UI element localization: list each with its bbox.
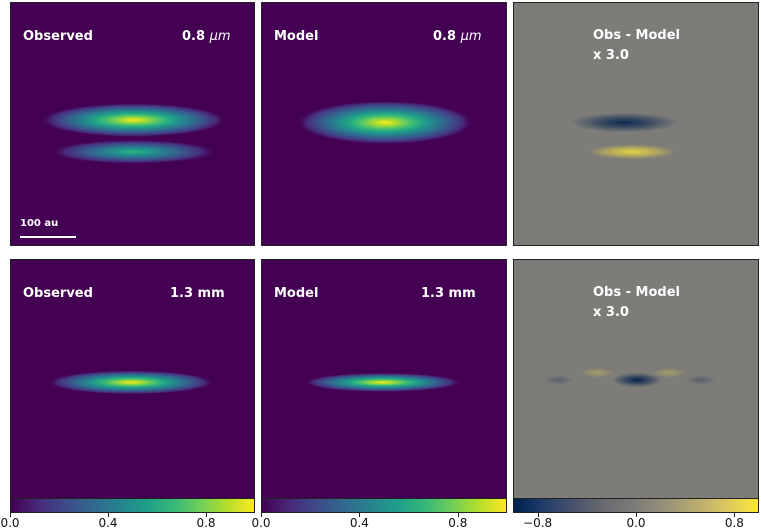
colorbar-tick-label: 0.0	[626, 516, 646, 530]
emission-feature	[580, 368, 615, 378]
panel-observed-mm: Observed 1.3 mm	[10, 259, 255, 499]
colorbar-tick-label: 0.8	[196, 516, 216, 530]
colorbar-tick	[537, 513, 539, 517]
colorbar-tick	[636, 513, 637, 517]
colorbar-tick-label: 0.4	[98, 516, 118, 530]
emission-feature	[612, 372, 662, 388]
wavelength-value: 0.8	[433, 29, 457, 44]
colorbar-tick	[734, 513, 736, 517]
panel-label-observed: Observed	[23, 286, 93, 301]
panel-label-observed: Observed	[23, 29, 93, 44]
residual-scale-label: x 3.0	[593, 305, 629, 320]
heatmap-model-mm	[262, 260, 506, 498]
heatmap-model-optical	[262, 3, 506, 245]
wavelength-label: 0.8 μm	[182, 30, 231, 43]
colorbar-tick-label: 0.8	[724, 516, 744, 530]
emission-feature	[543, 375, 574, 385]
wavelength-value: 0.8	[182, 29, 206, 44]
emission-feature	[570, 112, 679, 133]
panel-label-model: Model	[274, 29, 319, 44]
emission-feature	[303, 372, 462, 392]
colorbar-tick	[359, 513, 361, 517]
colorbar-residual	[513, 498, 759, 513]
wavelength-label: 1.3 mm	[170, 286, 225, 301]
scale-bar	[20, 236, 76, 238]
wavelength-label: 0.8 μm	[433, 30, 482, 43]
emission-feature	[686, 375, 716, 385]
heatmap-observed-mm	[11, 260, 254, 498]
colorbar-tick	[457, 513, 459, 517]
wavelength-unit: μm	[460, 29, 482, 44]
emission-feature	[47, 370, 215, 395]
emission-feature	[296, 100, 474, 145]
panel-model-optical: Model 0.8 μm	[261, 2, 507, 246]
wavelength-unit: μm	[209, 29, 231, 44]
panel-residual-mm: Obs - Model x 3.0	[513, 259, 759, 499]
panel-label-model: Model	[274, 286, 319, 301]
emission-feature	[50, 139, 217, 165]
emission-feature	[40, 103, 227, 138]
colorbar-model	[261, 498, 507, 513]
colorbar-tick-label: 0.0	[251, 516, 271, 530]
panel-label-residual: Obs - Model	[593, 285, 680, 300]
panel-model-mm: Model 1.3 mm	[261, 259, 507, 499]
colorbar-tick-label: −0.8	[523, 516, 553, 530]
emission-feature	[651, 368, 687, 378]
heatmap-residual-optical	[514, 3, 758, 245]
panel-residual-optical: Obs - Model x 3.0	[513, 2, 759, 246]
colorbar-tick	[206, 513, 207, 517]
colorbar-tick	[108, 513, 109, 517]
panel-observed-optical: Observed 0.8 μm 100 au	[10, 2, 255, 246]
colorbar-tick-label: 0.4	[349, 516, 369, 530]
colorbar-tick	[261, 513, 262, 517]
colorbar-tick-label: 0.8	[448, 516, 468, 530]
emission-feature	[587, 144, 677, 160]
wavelength-label: 1.3 mm	[421, 286, 476, 301]
heatmap-residual-mm	[514, 260, 758, 498]
heatmap-observed-optical	[11, 3, 254, 245]
colorbar-observed	[10, 498, 255, 513]
panel-label-residual: Obs - Model	[593, 28, 680, 43]
residual-scale-label: x 3.0	[593, 48, 629, 63]
scale-bar-label: 100 au	[20, 218, 59, 229]
colorbar-tick	[10, 513, 11, 517]
colorbar-tick-label: 0.0	[0, 516, 20, 530]
